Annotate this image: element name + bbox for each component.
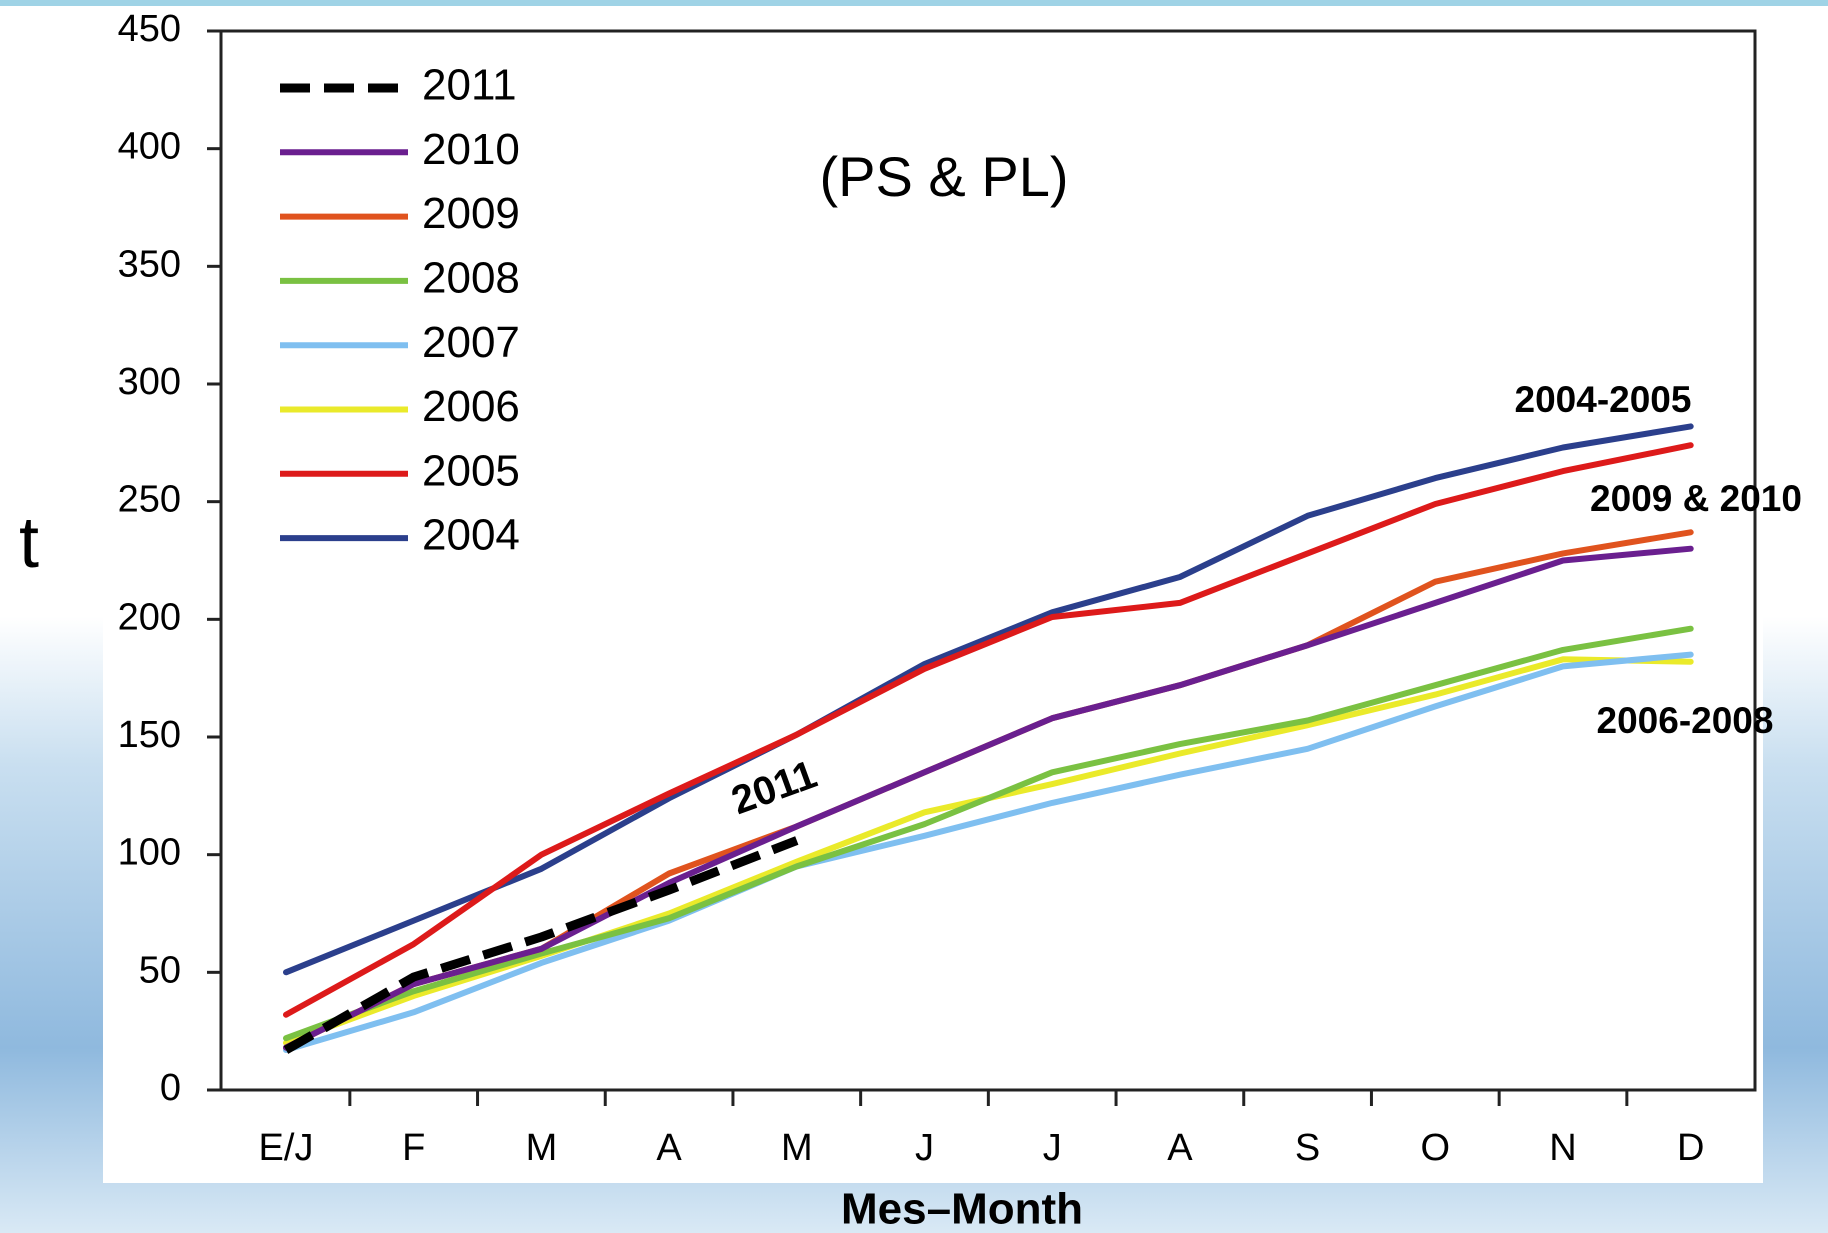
y-axis-label: t bbox=[19, 503, 39, 583]
y-tick-label: 300 bbox=[118, 361, 181, 403]
y-tick-label: 350 bbox=[118, 243, 181, 285]
x-tick-label: J bbox=[915, 1127, 934, 1169]
x-tick-label: S bbox=[1295, 1127, 1320, 1169]
y-tick-label: 250 bbox=[118, 479, 181, 521]
series-line bbox=[283, 442, 1694, 1018]
series-line bbox=[283, 545, 1694, 1051]
legend-label: 2009 bbox=[422, 189, 520, 238]
y-tick-label: 400 bbox=[118, 126, 181, 168]
y-tick-label: 50 bbox=[139, 949, 181, 991]
legend-label: 2011 bbox=[422, 61, 517, 110]
annotation: 2004-2005 bbox=[1515, 379, 1692, 420]
legend-label: 2008 bbox=[422, 254, 520, 303]
series-line bbox=[283, 651, 1694, 1053]
x-tick-label: O bbox=[1421, 1127, 1451, 1169]
y-tick-label: 200 bbox=[118, 596, 181, 638]
legend-label: 2010 bbox=[422, 125, 520, 174]
legend-label: 2005 bbox=[422, 446, 520, 495]
legend-label: 2004 bbox=[422, 511, 520, 560]
series-line bbox=[283, 625, 1694, 1042]
legend-label: 2007 bbox=[422, 318, 520, 367]
y-tick-label: 150 bbox=[118, 714, 181, 756]
annotation: 2006-2008 bbox=[1597, 700, 1774, 741]
y-tick-label: 450 bbox=[118, 8, 181, 50]
series-line bbox=[283, 423, 1694, 976]
x-axis-label: Mes–Month bbox=[841, 1185, 1083, 1233]
top-strip bbox=[0, 0, 1828, 6]
x-tick-label: M bbox=[781, 1127, 813, 1169]
legend-label: 2006 bbox=[422, 382, 520, 431]
y-tick-label: 0 bbox=[160, 1067, 181, 1109]
x-tick-label: M bbox=[526, 1127, 558, 1169]
x-tick-label: N bbox=[1549, 1127, 1576, 1169]
chart-title: (PS & PL) bbox=[820, 145, 1069, 208]
x-tick-label: J bbox=[1043, 1127, 1062, 1169]
x-tick-label: F bbox=[402, 1127, 425, 1169]
x-tick-label: E/J bbox=[259, 1127, 314, 1169]
series-line bbox=[283, 836, 799, 1054]
x-tick-label: A bbox=[1167, 1127, 1193, 1169]
annotation: 2009 & 2010 bbox=[1590, 478, 1802, 519]
y-tick-label: 100 bbox=[118, 832, 181, 874]
x-tick-label: D bbox=[1677, 1127, 1704, 1169]
x-tick-label: A bbox=[656, 1127, 682, 1169]
